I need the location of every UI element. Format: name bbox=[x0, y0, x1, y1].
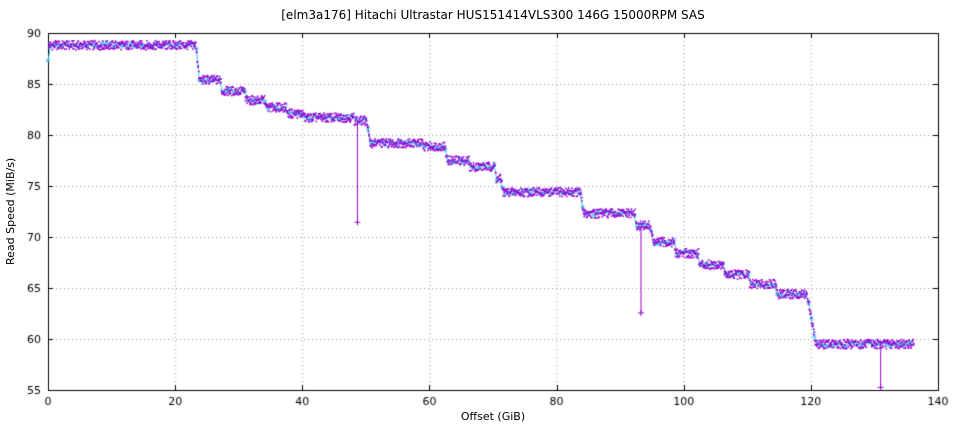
chart-canvas bbox=[0, 0, 960, 432]
benchmark-chart: [elm3a176] Hitachi Ultrastar HUS151414VL… bbox=[0, 0, 960, 432]
